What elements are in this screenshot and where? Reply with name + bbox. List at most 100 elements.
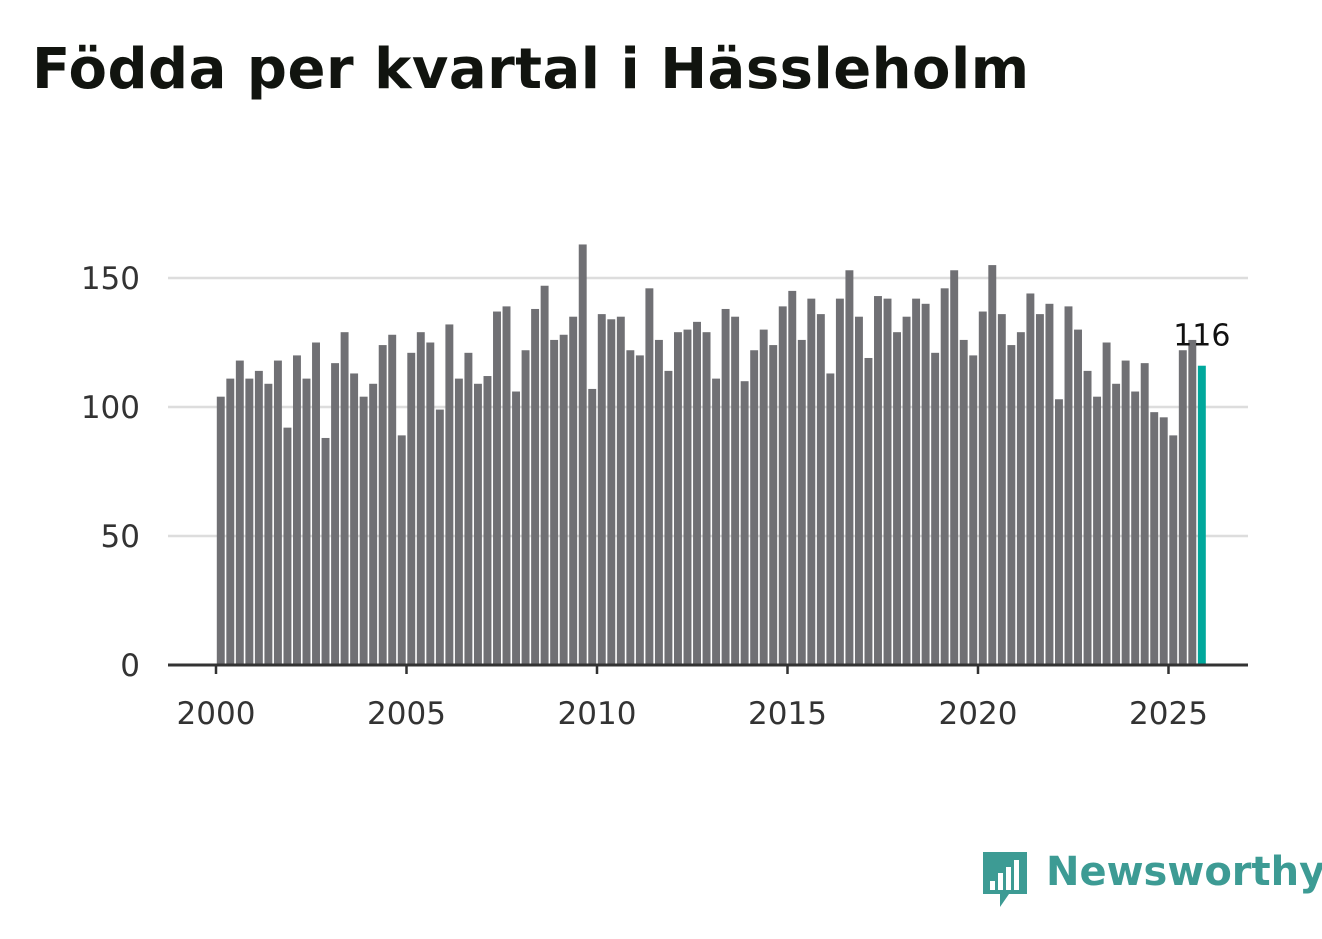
bar bbox=[216, 396, 225, 665]
bar bbox=[254, 370, 263, 665]
newsworthy-bars-icon bbox=[983, 852, 1027, 907]
bar bbox=[378, 345, 387, 665]
bar bbox=[388, 334, 397, 665]
y-axis: 0 50 100 150 bbox=[81, 261, 140, 684]
bar bbox=[731, 316, 740, 665]
bar bbox=[588, 388, 597, 665]
bars bbox=[216, 244, 1206, 665]
bar bbox=[654, 339, 663, 665]
x-tick-label: 2025 bbox=[1129, 696, 1208, 732]
bar bbox=[283, 427, 292, 665]
bar bbox=[1035, 314, 1044, 665]
bar bbox=[940, 288, 949, 665]
bar bbox=[854, 316, 863, 665]
bar bbox=[864, 357, 873, 665]
bar bbox=[740, 381, 749, 665]
bar bbox=[1064, 306, 1073, 665]
bar bbox=[559, 334, 568, 665]
bar bbox=[693, 321, 701, 665]
bar bbox=[1007, 345, 1016, 665]
bar bbox=[1131, 391, 1140, 665]
bar bbox=[340, 332, 349, 665]
bar bbox=[702, 332, 711, 665]
bar bbox=[521, 350, 530, 665]
bar bbox=[1016, 332, 1025, 665]
bar bbox=[835, 298, 844, 665]
bar bbox=[969, 355, 978, 665]
bar bbox=[893, 332, 901, 665]
bar bbox=[569, 316, 578, 665]
bar bbox=[797, 339, 806, 665]
bar bbox=[454, 378, 463, 665]
bar bbox=[550, 339, 559, 665]
y-tick-label: 100 bbox=[81, 390, 140, 426]
bar bbox=[626, 350, 635, 665]
annotations: 116 bbox=[1173, 319, 1230, 354]
bar bbox=[778, 306, 787, 665]
bar bbox=[302, 378, 311, 665]
bar bbox=[931, 352, 940, 665]
bar bbox=[635, 355, 644, 665]
bar bbox=[674, 332, 682, 665]
bar bbox=[540, 285, 549, 665]
bar bbox=[331, 363, 340, 665]
y-tick-label: 150 bbox=[81, 261, 140, 297]
x-tick-label: 2020 bbox=[939, 696, 1018, 732]
x-tick-label: 2010 bbox=[558, 696, 637, 732]
last-value-label: 116 bbox=[1173, 319, 1230, 354]
bar bbox=[493, 311, 501, 665]
bar bbox=[359, 396, 368, 665]
x-axis: 2000 2005 2010 2015 2020 2025 bbox=[168, 663, 1248, 732]
bar bbox=[1055, 399, 1063, 665]
bar bbox=[1045, 303, 1054, 665]
bar bbox=[902, 316, 911, 665]
bar bbox=[978, 311, 987, 665]
brand-name: Newsworthy bbox=[1046, 849, 1322, 895]
bar bbox=[769, 345, 778, 665]
bar bbox=[273, 360, 282, 665]
bar bbox=[407, 352, 416, 665]
bar bbox=[531, 308, 540, 665]
bar bbox=[616, 316, 625, 665]
bar bbox=[1159, 417, 1168, 665]
bar bbox=[1188, 339, 1197, 665]
bar bbox=[235, 360, 244, 665]
bar bbox=[597, 314, 606, 665]
chart-title: Födda per kvartal i Hässleholm bbox=[32, 37, 1030, 102]
bar bbox=[807, 298, 816, 665]
bar bbox=[816, 314, 825, 665]
bar bbox=[950, 270, 959, 665]
bar bbox=[1112, 383, 1121, 665]
bar bbox=[226, 378, 235, 665]
x-tick-label: 2015 bbox=[748, 696, 827, 732]
bar bbox=[1169, 435, 1178, 665]
bar bbox=[664, 370, 673, 665]
bar bbox=[607, 319, 616, 665]
bar bbox=[321, 437, 330, 665]
bar bbox=[264, 383, 273, 665]
bar bbox=[1140, 363, 1149, 665]
bar bbox=[721, 308, 730, 665]
x-tick-label: 2000 bbox=[177, 696, 256, 732]
bar bbox=[445, 324, 454, 665]
bar bbox=[883, 298, 892, 665]
bar bbox=[997, 314, 1006, 665]
bar bbox=[369, 383, 378, 665]
bar bbox=[1074, 329, 1082, 665]
bar bbox=[921, 303, 930, 665]
bar bbox=[350, 373, 359, 665]
bar bbox=[512, 391, 521, 665]
bar bbox=[759, 329, 768, 665]
bar bbox=[464, 352, 473, 665]
bar bbox=[416, 332, 425, 665]
bar bbox=[1083, 370, 1092, 665]
bar bbox=[1150, 412, 1159, 665]
bar bbox=[712, 378, 721, 665]
newsworthy-logo: Newsworthy bbox=[980, 849, 1322, 910]
bar bbox=[826, 373, 835, 665]
bar bbox=[293, 355, 301, 665]
bar bbox=[1102, 342, 1111, 665]
bar bbox=[788, 290, 797, 665]
bar bbox=[312, 342, 320, 665]
